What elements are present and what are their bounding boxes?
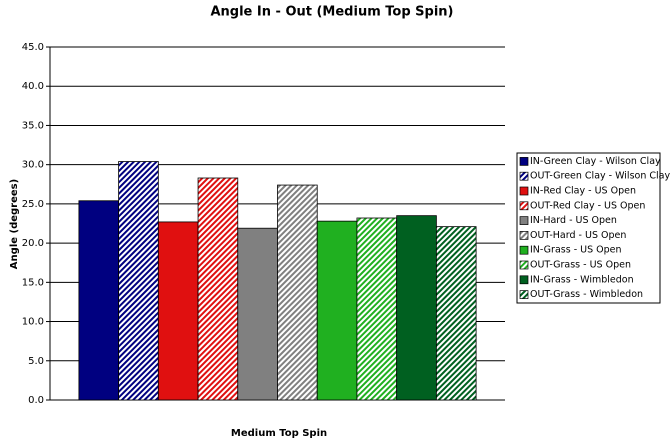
y-axis-title: Angle (degrees)	[9, 179, 20, 269]
bar	[118, 161, 159, 401]
y-tick-label: 45.0	[22, 42, 44, 53]
legend-label: IN-Red Clay - US Open	[530, 186, 636, 197]
legend-label: OUT-Grass - Wimbledon	[530, 289, 643, 300]
legend-swatch	[519, 245, 529, 255]
y-tick-label: 20.0	[22, 238, 44, 249]
legend-label: OUT-Hard - US Open	[530, 230, 626, 241]
y-tick-label: 35.0	[22, 120, 44, 131]
legend-swatch	[519, 216, 529, 225]
x-axis-title: Medium Top Spin	[231, 428, 327, 439]
bar	[356, 217, 398, 401]
y-tick-label: 30.0	[22, 160, 44, 171]
legend-label: IN-Grass - US Open	[530, 245, 622, 256]
legend-label: IN-Grass - Wimbledon	[530, 274, 634, 285]
legend-swatch	[519, 157, 529, 166]
legend-label: IN-Hard - US Open	[530, 215, 617, 226]
y-tick-label: 25.0	[22, 199, 44, 210]
legend-label: IN-Green Clay - Wilson Clay	[530, 156, 661, 167]
bar	[316, 220, 358, 401]
legend-swatch	[519, 186, 529, 196]
legend-label: OUT-Green Clay - Wilson Clay	[530, 171, 670, 182]
legend-label: OUT-Red Clay - US Open	[530, 200, 645, 211]
y-tick-label: 0.0	[28, 395, 44, 406]
y-tick-label: 15.0	[22, 277, 44, 288]
y-tick-label: 10.0	[22, 317, 44, 328]
bar	[396, 215, 437, 401]
bar	[78, 200, 120, 401]
legend-box	[516, 152, 661, 304]
legend-label: OUT-Grass - US Open	[530, 260, 631, 271]
legend-swatch	[519, 275, 529, 285]
bar	[157, 221, 199, 401]
legend-swatch	[519, 231, 529, 240]
y-tick-label: 5.0	[28, 356, 44, 367]
y-tick-label: 40.0	[22, 81, 44, 92]
bar	[277, 184, 318, 401]
legend-swatch	[519, 290, 529, 299]
legend-swatch	[519, 171, 529, 181]
legend-swatch	[519, 201, 529, 211]
chart-title: Angle In - Out (Medium Top Spin)	[210, 5, 453, 20]
bar	[197, 177, 239, 401]
legend-swatch	[519, 260, 529, 270]
bar	[237, 227, 278, 401]
bar	[435, 226, 477, 401]
